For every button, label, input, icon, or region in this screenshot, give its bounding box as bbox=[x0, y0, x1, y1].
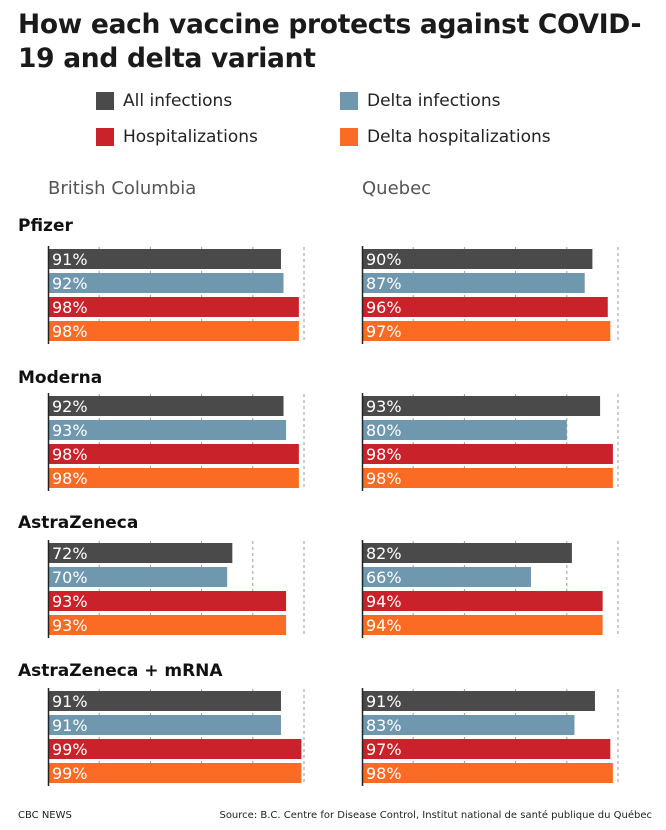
bar bbox=[362, 396, 601, 416]
bar bbox=[48, 297, 299, 317]
bar bbox=[48, 615, 287, 635]
bar bbox=[362, 543, 572, 563]
bar bbox=[48, 396, 284, 416]
bar-value-label: 91% bbox=[366, 692, 402, 711]
legend-label: Hospitalizations bbox=[123, 127, 258, 147]
bar-value-label: 94% bbox=[366, 592, 402, 611]
bar bbox=[362, 273, 585, 293]
bar bbox=[362, 615, 603, 635]
bar bbox=[48, 321, 299, 341]
legend-swatch bbox=[340, 92, 358, 110]
bar-value-label: 93% bbox=[52, 592, 88, 611]
bar bbox=[48, 591, 287, 611]
bar-value-label: 92% bbox=[52, 397, 88, 416]
bar bbox=[48, 691, 281, 711]
bar bbox=[48, 567, 228, 587]
bar-value-label: 99% bbox=[52, 740, 88, 759]
chart-title: How each vaccine protects against COVID-… bbox=[18, 9, 642, 74]
bar bbox=[362, 591, 603, 611]
bar-value-label: 70% bbox=[52, 568, 88, 587]
bar-value-label: 94% bbox=[366, 616, 402, 635]
bar bbox=[48, 468, 299, 488]
bar bbox=[362, 297, 608, 317]
bar bbox=[362, 321, 611, 341]
bar-value-label: 97% bbox=[366, 322, 402, 341]
bar bbox=[362, 763, 613, 783]
bar-value-label: 82% bbox=[366, 544, 402, 563]
bar-value-label: 92% bbox=[52, 274, 88, 293]
vaccine-title-pfizer: Pfizer bbox=[18, 216, 73, 236]
bar bbox=[362, 468, 613, 488]
bar bbox=[48, 715, 281, 735]
bar-value-label: 96% bbox=[366, 298, 402, 317]
bar-value-label: 98% bbox=[366, 469, 402, 488]
bar-value-label: 98% bbox=[52, 322, 88, 341]
bar bbox=[48, 763, 302, 783]
legend-label: Delta infections bbox=[367, 91, 501, 111]
bar bbox=[48, 249, 281, 269]
footer-source: Source: B.C. Centre for Disease Control,… bbox=[219, 810, 652, 821]
region-title-british-columbia: British Columbia bbox=[48, 178, 197, 199]
vaccine-title-astrazeneca: AstraZeneca bbox=[18, 513, 139, 533]
bar bbox=[48, 543, 233, 563]
bar-value-label: 91% bbox=[52, 716, 88, 735]
bar-value-label: 87% bbox=[366, 274, 402, 293]
bar bbox=[362, 444, 613, 464]
legend-label: Delta hospitalizations bbox=[367, 127, 551, 147]
bar bbox=[362, 691, 595, 711]
legend-swatch bbox=[96, 92, 114, 110]
bar-value-label: 97% bbox=[366, 740, 402, 759]
vaccine-title-moderna: Moderna bbox=[18, 368, 103, 388]
bar-value-label: 80% bbox=[366, 421, 402, 440]
bar-value-label: 98% bbox=[366, 764, 402, 783]
legend-item-delta-hospitalizations: Delta hospitalizations bbox=[340, 125, 551, 149]
footer-credit: CBC NEWS bbox=[18, 810, 72, 821]
legend-item-hospitalizations: Hospitalizations bbox=[96, 125, 258, 149]
bar-value-label: 99% bbox=[52, 764, 88, 783]
legend-swatch bbox=[340, 128, 358, 146]
bar-value-label: 91% bbox=[52, 692, 88, 711]
bar bbox=[48, 444, 299, 464]
bar-value-label: 98% bbox=[52, 445, 88, 464]
bar bbox=[362, 715, 575, 735]
bar-value-label: 83% bbox=[366, 716, 402, 735]
bar-value-label: 98% bbox=[366, 445, 402, 464]
bar bbox=[362, 420, 567, 440]
bar-value-label: 91% bbox=[52, 250, 88, 269]
bar-value-label: 93% bbox=[52, 421, 88, 440]
bar-value-label: 90% bbox=[366, 250, 402, 269]
bar bbox=[48, 273, 284, 293]
region-title-quebec: Quebec bbox=[362, 178, 432, 199]
bar-value-label: 72% bbox=[52, 544, 88, 563]
legend-swatch bbox=[96, 128, 114, 146]
bar-value-label: 66% bbox=[366, 568, 402, 587]
bar-value-label: 98% bbox=[52, 469, 88, 488]
bar-value-label: 93% bbox=[366, 397, 402, 416]
bar-value-label: 93% bbox=[52, 616, 88, 635]
legend-label: All infections bbox=[123, 91, 233, 111]
bar bbox=[48, 420, 287, 440]
bar bbox=[362, 739, 611, 759]
bar-value-label: 98% bbox=[52, 298, 88, 317]
vaccine-title-astrazeneca-mrna: AstraZeneca + mRNA bbox=[18, 661, 223, 681]
bar bbox=[362, 249, 593, 269]
legend-item-delta-infections: Delta infections bbox=[340, 89, 500, 113]
bar bbox=[362, 567, 531, 587]
bar bbox=[48, 739, 302, 759]
legend-item-all-infections: All infections bbox=[96, 89, 232, 113]
